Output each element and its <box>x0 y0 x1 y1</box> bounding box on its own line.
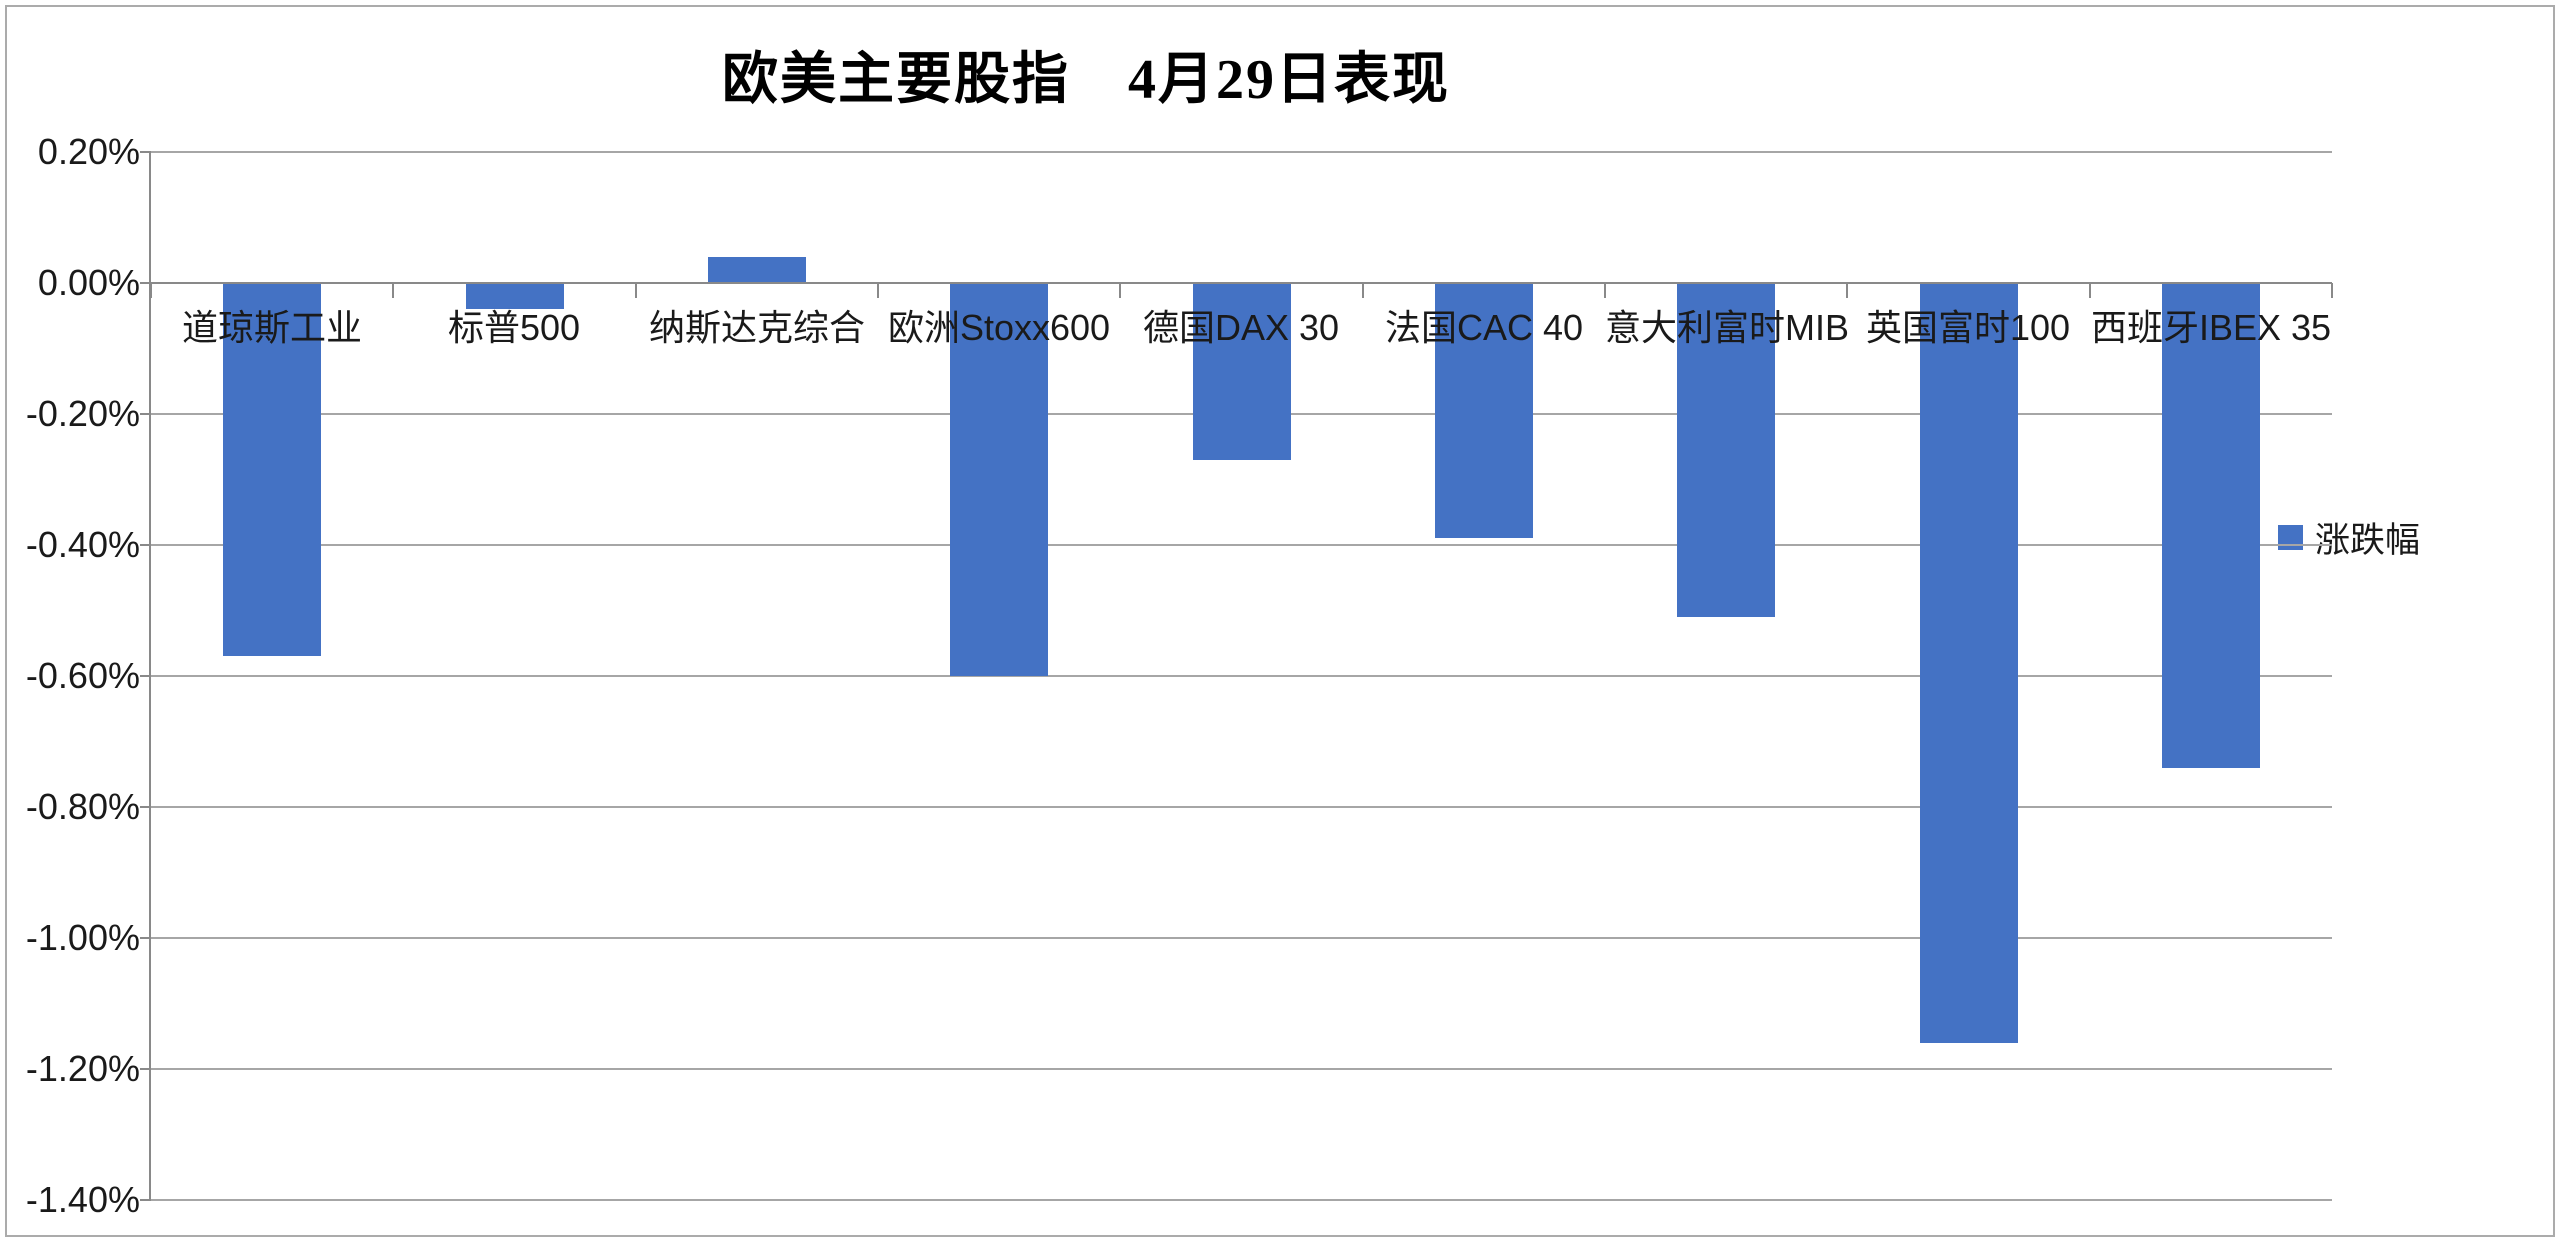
y-axis-tick <box>140 544 151 546</box>
bar-5 <box>1193 283 1291 460</box>
category-label: 德国DAX 30 <box>1142 307 1340 348</box>
chart-title: 欧美主要股指 4月29日表现 <box>722 49 1450 111</box>
x-axis-tick <box>1119 283 1121 298</box>
y-axis-tick <box>140 1199 151 1201</box>
category-label: 道琼斯工业 <box>181 307 362 348</box>
category-label: 欧洲Stoxx600 <box>887 307 1111 348</box>
y-axis-tick <box>140 1068 151 1070</box>
y-axis-label: -1.00% <box>25 917 140 958</box>
category-label: 意大利富时MIB <box>1605 307 1850 348</box>
x-axis-tick <box>150 283 152 298</box>
bar-3 <box>708 257 806 283</box>
legend: 涨跌幅 <box>2278 512 2420 563</box>
gridline <box>151 1199 2332 1201</box>
y-axis-line <box>149 152 151 1200</box>
y-axis-label: -0.40% <box>25 524 140 565</box>
bar-9 <box>2162 283 2260 768</box>
x-axis-tick <box>2089 283 2091 298</box>
legend-label: 涨跌幅 <box>2315 521 2421 560</box>
category-label: 纳斯达克综合 <box>648 307 865 348</box>
x-axis-tick <box>635 283 637 298</box>
y-axis-label: 0.00% <box>37 262 140 303</box>
y-axis-tick <box>140 282 151 284</box>
category-label: 西班牙IBEX 35 <box>2090 307 2332 348</box>
y-axis-tick <box>140 151 151 153</box>
y-axis-tick <box>140 937 151 939</box>
category-label: 标普500 <box>447 307 581 348</box>
bar-1 <box>223 283 321 656</box>
gridline <box>151 1068 2332 1070</box>
y-axis-label: -0.20% <box>25 393 140 434</box>
legend-swatch-icon <box>2278 525 2303 550</box>
y-axis-tick <box>140 675 151 677</box>
gridline <box>151 544 2332 546</box>
y-axis-tick <box>140 806 151 808</box>
gridline <box>151 937 2332 939</box>
y-axis-label: -0.60% <box>25 655 140 696</box>
chart-border <box>5 5 2555 1237</box>
y-axis-label: -0.80% <box>25 786 140 827</box>
bar-6 <box>1435 283 1533 538</box>
x-axis-tick <box>392 283 394 298</box>
y-axis-label: -1.20% <box>25 1048 140 1089</box>
y-axis-tick <box>140 413 151 415</box>
x-axis-tick <box>1362 283 1364 298</box>
x-axis-tick <box>2331 283 2333 298</box>
y-axis-label: 0.20% <box>37 131 140 172</box>
gridline <box>151 151 2332 153</box>
x-axis-tick <box>877 283 879 298</box>
bar-2 <box>466 283 564 309</box>
gridline <box>151 675 2332 677</box>
x-axis-tick <box>1846 283 1848 298</box>
gridline <box>151 806 2332 808</box>
category-label: 法国CAC 40 <box>1384 307 1584 348</box>
category-label: 英国富时100 <box>1865 307 2071 348</box>
bar-4 <box>950 283 1048 676</box>
x-axis-tick <box>1604 283 1606 298</box>
y-axis-label: -1.40% <box>25 1179 140 1220</box>
x-axis-zero-line <box>151 282 2332 284</box>
bar-8 <box>1920 283 2018 1043</box>
bar-7 <box>1677 283 1775 617</box>
